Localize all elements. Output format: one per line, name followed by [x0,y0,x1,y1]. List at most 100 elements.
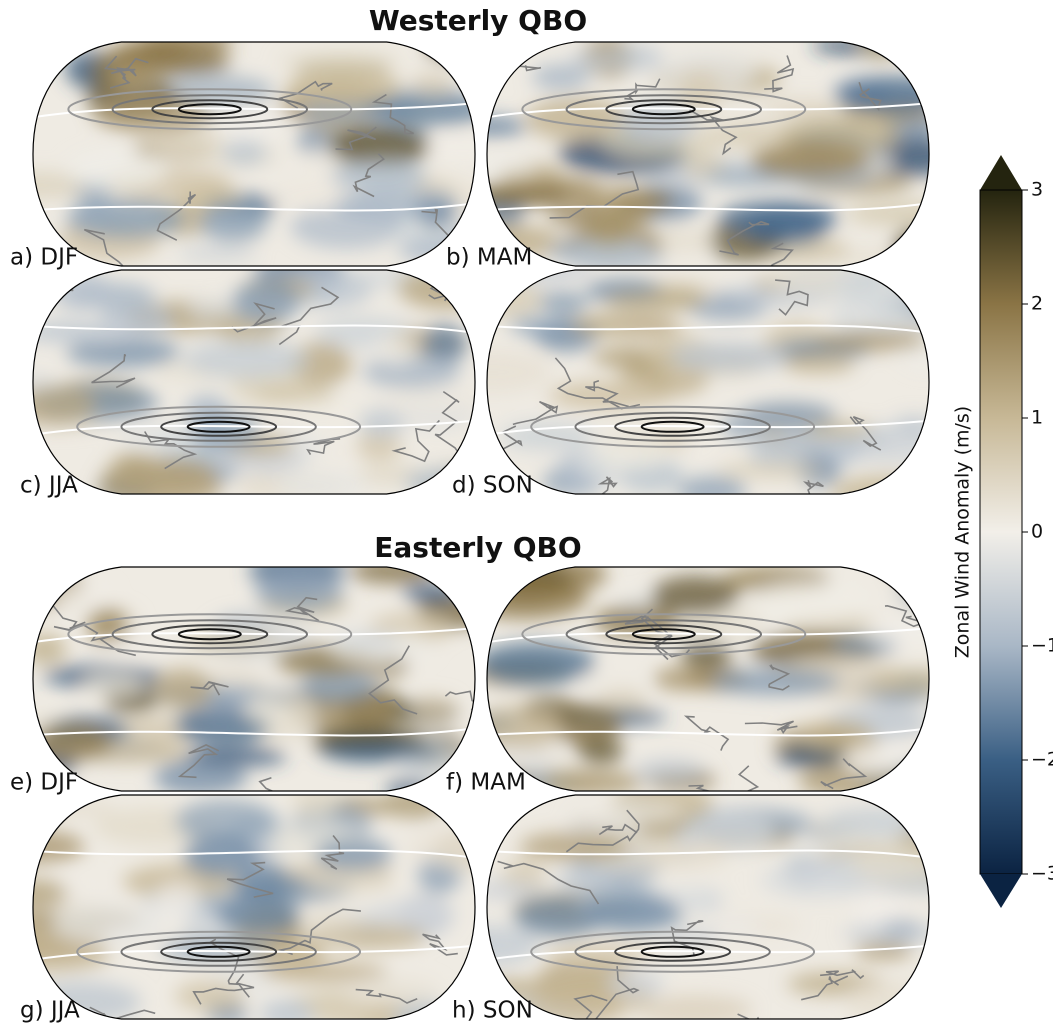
panel-label: c) JJA [20,473,78,499]
anomaly-blob [82,673,142,696]
anomaly-blob [804,422,875,438]
anomaly-blob [443,281,546,318]
anomaly-blob [385,780,433,798]
anomaly-blob [604,291,704,310]
anomaly-blob [583,894,683,932]
anomaly-blob [641,841,727,869]
anomaly-blob [461,576,588,620]
anomaly-blob [867,669,977,694]
anomaly-blob [782,354,855,373]
anomaly-blob [569,51,616,71]
anomaly-blob [343,977,441,1007]
anomaly-blob [477,642,596,684]
anomaly-blob [677,476,747,505]
coastline [847,492,869,534]
anomaly-blob [369,901,457,924]
colorbar-tick-label: 1 [1031,407,1043,429]
anomaly-blob [232,281,301,322]
anomaly-blob [717,462,826,478]
anomaly-blob [14,386,96,425]
anomaly-blob [474,155,535,174]
colorbar-tick-label: −2 [1031,749,1053,771]
coastline [429,276,451,301]
anomaly-blob [638,995,752,1025]
anomaly-blob [9,800,115,816]
anomaly-blob [893,416,937,437]
panel-label: a) DJF [10,245,78,271]
anomaly-blob [314,838,391,870]
colorbar-tick-label: −1 [1031,635,1053,657]
anomaly-blob [678,71,720,114]
anomaly-blob [816,330,929,350]
anomaly-blob [571,312,680,338]
anomaly-blob [358,408,405,437]
panel-label: g) JJA [20,998,80,1024]
panel-label: e) DJF [10,770,78,796]
anomaly-blob [719,201,839,235]
colorbar-tick-label: 2 [1031,293,1043,315]
anomaly-blob [576,674,646,691]
figure: Westerly QBO Easterly QBO a) DJF b) MAM c)… [0,0,1053,1030]
anomaly-blob [244,693,317,726]
anomaly-blob [4,879,67,907]
map-panel [431,30,967,279]
anomaly-blob [412,696,456,717]
anomaly-blob [411,72,455,95]
anomaly-blob [510,316,555,336]
anomaly-blob [51,583,113,606]
anomaly-blob [651,576,739,616]
colorbar: Zonal Wind Anomaly (m/s) 3 2 1 0 −1 −2 −3 [952,155,1053,908]
anomaly-blob [578,737,624,764]
anomaly-blob [749,143,869,178]
maps: a) DJF b) MAM c) JJA d) SON e) DJF f) MAM g) J… [0,30,985,1030]
title: Westerly QBO [369,4,587,37]
anomaly-blob [426,36,503,63]
anomaly-blob [222,140,268,165]
anomaly-blob [537,292,589,312]
anomaly-blob [473,705,563,746]
anomaly-blob [547,944,651,966]
colorbar-tick-label: 0 [1031,521,1043,543]
coastline [471,703,490,712]
anomaly-blob [259,1000,314,1027]
anomaly-blob [885,557,953,580]
colorbar-extend [980,155,1022,190]
anomaly-blob [153,882,201,919]
anomaly-blob [287,67,402,106]
anomaly-blob [584,216,634,247]
panel-label: b) MAM [446,245,532,271]
anomaly-blob [319,745,445,761]
anomaly-blob [109,65,157,88]
colorbar-extend [980,874,1022,908]
anomaly-blob [750,582,868,625]
anomaly-blob [403,584,460,603]
panel-label: d) SON [452,473,533,499]
anomaly-blob [711,669,841,695]
anomaly-blob [175,980,246,1011]
anomaly-blob [397,267,488,308]
anomaly-blob [570,801,685,825]
colorbar-bar [980,190,1022,874]
anomaly-blob [547,383,673,409]
anomaly-blob [104,456,217,491]
anomaly-blob [581,186,654,220]
anomaly-blob [846,201,956,226]
anomaly-blob [13,321,140,343]
panel-label: f) MAM [446,770,526,796]
anomaly-blob [302,873,394,894]
anomaly-blob [822,807,947,837]
map-panel [10,251,511,508]
colorbar-tick-label: 3 [1031,179,1043,201]
anomaly-blob [850,844,974,884]
anomaly-blob [468,881,545,899]
anomaly-blob [669,342,790,371]
anomaly-blob [52,906,164,944]
anomaly-blob [31,723,113,760]
colorbar-tick-label: −3 [1031,863,1053,885]
anomaly-blob [254,385,336,403]
anomaly-blob [374,334,417,365]
title: Easterly QBO [374,531,581,564]
anomaly-blob [184,747,286,767]
anomaly-blob [50,271,112,310]
colorbar-label: Zonal Wind Anomaly (m/s) [952,406,974,658]
